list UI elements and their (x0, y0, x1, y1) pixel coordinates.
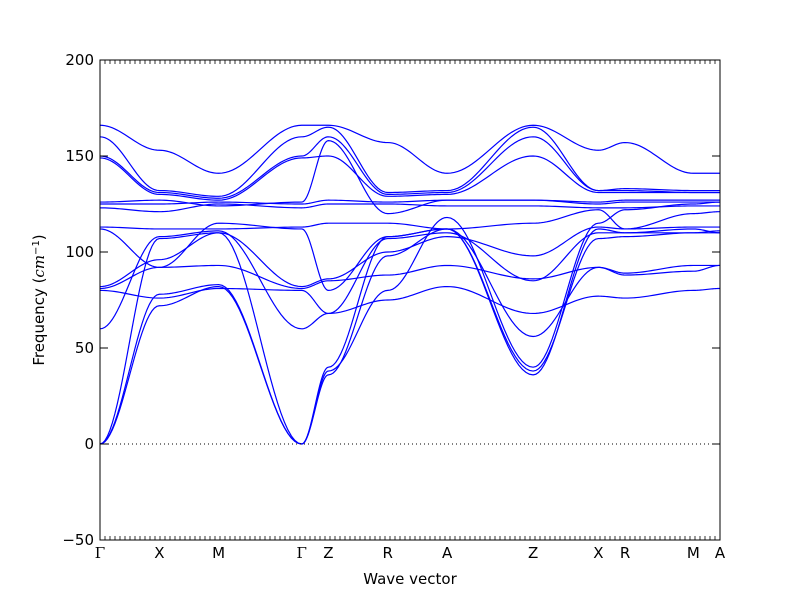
x-tick-label: A (442, 544, 453, 562)
band-branch-12 (100, 140, 720, 215)
band-branch-10 (100, 203, 720, 213)
band-branch-3 (100, 228, 720, 445)
band-branch-4 (100, 230, 720, 330)
band-branch-2 (100, 228, 720, 445)
x-tick-label: Z (528, 544, 538, 562)
y-tick-label: 50 (75, 339, 94, 357)
y-axis-label-prefix: Frequency ( (30, 278, 48, 366)
band-branch-13 (100, 155, 720, 201)
x-axis-label: Wave vector (363, 570, 457, 588)
x-tick-label: Z (323, 544, 333, 562)
series-layer (100, 124, 720, 445)
y-tick-label: −50 (62, 531, 94, 549)
y-tick-label: 0 (84, 435, 94, 453)
x-tick-label: M (687, 544, 700, 562)
x-tick-label: X (593, 544, 603, 562)
y-tick-label: 200 (65, 51, 94, 69)
x-tick-label: Γ (297, 544, 307, 562)
x-tick-label: X (154, 544, 164, 562)
x-tick-label: A (715, 544, 726, 562)
band-branch-6 (100, 264, 720, 290)
y-axis-label: Frequency (cm−1) (30, 234, 48, 365)
x-tick-label: Γ (95, 544, 105, 562)
band-branch-5 (100, 285, 720, 315)
y-tick-label: 100 (65, 243, 94, 261)
y-axis-label-unit: cm (30, 255, 48, 278)
plot-area-frame (99, 59, 721, 541)
x-tick-label: M (212, 544, 225, 562)
band-branch-11 (100, 199, 720, 205)
band-branch-14 (100, 136, 720, 199)
y-axis-label-exponent: −1 (31, 240, 42, 255)
y-tick-label: 150 (65, 147, 94, 165)
band-branch-1 (100, 201, 720, 445)
x-tick-label: R (620, 544, 630, 562)
band-branch-15 (100, 126, 720, 197)
band-branch-16 (100, 124, 720, 174)
x-tick-label: R (383, 544, 393, 562)
y-ticks: −50 0 50 100 150 200 (62, 51, 720, 549)
band-branch-9 (100, 209, 720, 230)
band-branch-8 (100, 222, 720, 338)
y-axis-label-suffix: ) (30, 234, 48, 240)
band-branch-7 (100, 226, 720, 288)
